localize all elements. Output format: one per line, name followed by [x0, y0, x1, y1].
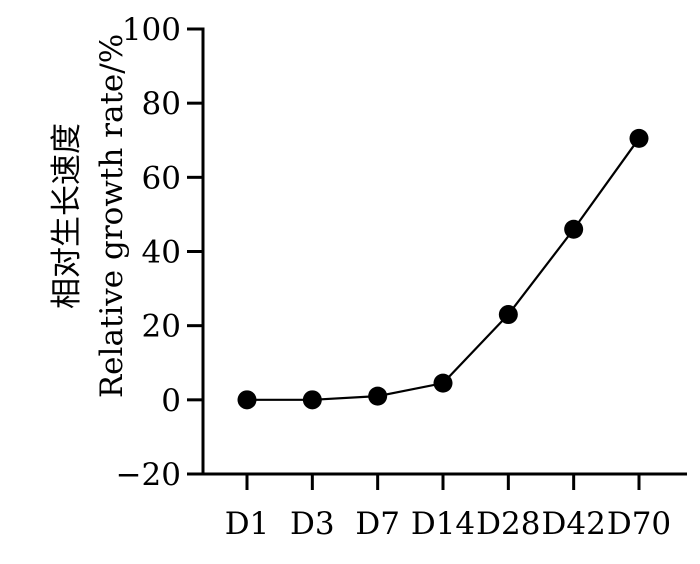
- x-tick-label: D3: [290, 506, 335, 542]
- x-tick-label: D14: [411, 506, 475, 542]
- x-tick-label: D1: [225, 506, 270, 542]
- data-point: [629, 128, 649, 148]
- y-tick-label: 100: [122, 12, 181, 48]
- data-point: [237, 390, 257, 410]
- x-tick-label: D28: [476, 506, 540, 542]
- y-tick-label: 60: [142, 160, 181, 196]
- y-tick-label: −20: [116, 457, 181, 493]
- y-axis-title-line1: 相对生长速度: [49, 123, 85, 309]
- data-point: [564, 219, 584, 239]
- data-point: [368, 386, 388, 406]
- y-tick-label: 0: [161, 383, 181, 419]
- y-tick-label: 20: [142, 309, 181, 345]
- x-tick-label: D7: [355, 506, 400, 542]
- y-axis: −20 0 20 40 60 80 100: [116, 12, 205, 493]
- data-point: [302, 390, 322, 410]
- data-point: [433, 373, 453, 393]
- y-axis-title: 相对生长速度 Relative growth rate/%: [49, 34, 130, 398]
- y-tick-label: 40: [142, 235, 181, 271]
- x-tick-label: D70: [607, 506, 671, 542]
- y-tick-label: 80: [142, 86, 181, 122]
- y-axis-title-line2: Relative growth rate/%: [94, 34, 130, 398]
- x-axis: D1 D3 D7 D14 D28 D42 D70: [201, 472, 687, 542]
- x-tick-label: D42: [542, 506, 606, 542]
- data-point: [498, 305, 518, 325]
- series-line: [247, 137, 640, 401]
- series: [237, 128, 649, 410]
